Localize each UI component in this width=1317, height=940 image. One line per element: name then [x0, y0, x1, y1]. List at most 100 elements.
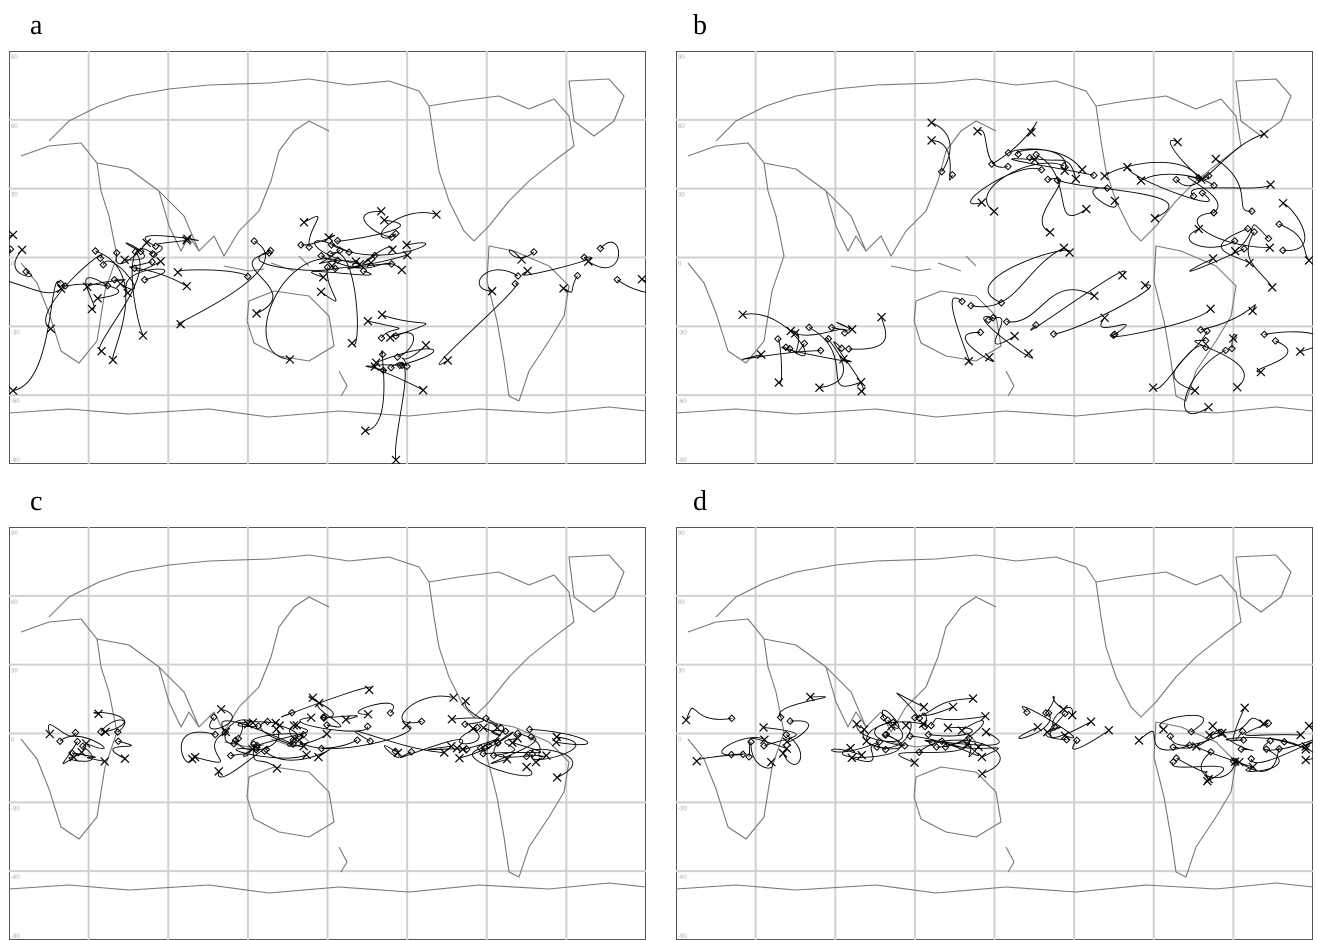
start-diamond-marker — [1210, 181, 1218, 190]
trajectory-path — [1234, 224, 1269, 252]
start-diamond-marker — [786, 717, 795, 725]
end-x-marker — [1059, 243, 1069, 253]
trajectory-path — [525, 748, 574, 778]
end-x-marker — [1245, 258, 1254, 268]
start-diamond-marker — [476, 744, 485, 752]
start-diamond-marker — [9, 245, 15, 254]
start-diamond-marker — [417, 717, 426, 726]
start-diamond-marker — [921, 722, 929, 731]
latitude-tick-label: 30 — [678, 669, 685, 675]
end-x-marker — [364, 685, 374, 695]
end-x-marker — [120, 754, 130, 764]
end-x-marker — [452, 743, 462, 753]
start-diamond-marker — [333, 236, 342, 245]
end-x-marker — [9, 230, 18, 240]
latitude-tick-label: 90 — [11, 55, 18, 61]
start-diamond-marker — [209, 713, 218, 722]
trajectory-path — [383, 745, 400, 758]
end-x-marker — [1042, 727, 1052, 737]
end-x-marker — [292, 720, 302, 730]
trajectory-path — [483, 742, 542, 755]
start-diamond-marker — [61, 282, 70, 290]
end-x-marker — [1211, 154, 1221, 164]
trajectory-path — [459, 727, 480, 745]
end-x-marker — [432, 210, 441, 219]
trajectory-path — [209, 708, 233, 730]
start-diamond-marker — [844, 345, 853, 353]
trajectory-path — [1030, 270, 1126, 331]
start-diamond-marker — [881, 745, 890, 754]
start-diamond-marker — [501, 727, 510, 736]
start-diamond-marker — [289, 740, 298, 748]
trajectory-path — [1173, 330, 1208, 392]
coastline-path — [20, 142, 118, 364]
end-x-marker — [1259, 129, 1269, 139]
start-diamond-marker — [243, 272, 252, 281]
end-x-marker — [977, 769, 987, 779]
start-diamond-marker — [289, 736, 298, 744]
coastline-path — [1235, 554, 1292, 613]
end-x-marker — [541, 751, 551, 761]
start-diamond-marker — [967, 301, 975, 310]
start-diamond-marker — [824, 334, 833, 343]
start-diamond-marker — [1169, 743, 1178, 752]
start-diamond-marker — [840, 328, 849, 337]
trajectory-markers — [738, 118, 1313, 412]
end-x-marker — [449, 693, 459, 703]
end-x-marker — [1208, 721, 1218, 731]
end-x-marker — [1256, 367, 1266, 377]
end-x-marker — [100, 756, 110, 766]
end-x-marker — [531, 757, 541, 767]
trajectory-path — [1282, 202, 1306, 251]
start-diamond-marker — [91, 247, 100, 255]
trajectory-path — [329, 251, 358, 346]
trajectory-path — [401, 344, 427, 367]
start-diamond-marker — [906, 732, 915, 741]
coastline-path — [428, 571, 575, 718]
start-diamond-marker — [379, 366, 388, 375]
trajectory-path — [400, 739, 464, 759]
trajectory-path — [311, 270, 372, 278]
end-x-marker — [1230, 246, 1240, 256]
start-diamond-marker — [99, 260, 108, 269]
map-d-svg: 90 60 30 0 -30 -60 -90 — [676, 527, 1313, 940]
start-diamond-marker — [1262, 745, 1271, 754]
trajectory-path — [521, 256, 592, 276]
start-diamond-marker — [958, 297, 967, 306]
end-x-marker — [324, 233, 334, 242]
trajectory-path — [1250, 741, 1313, 764]
trajectory-path — [115, 242, 148, 265]
end-x-marker — [859, 724, 869, 734]
trajectory-path — [977, 129, 1009, 168]
start-diamond-marker — [573, 271, 582, 280]
start-diamond-marker — [1264, 234, 1273, 243]
start-diamond-marker — [727, 714, 736, 723]
start-diamond-marker — [805, 323, 813, 332]
end-x-marker — [782, 744, 792, 753]
end-x-marker — [790, 329, 800, 338]
start-diamond-marker — [613, 275, 622, 284]
trajectory-path — [842, 733, 901, 758]
trajectory-path — [177, 240, 266, 326]
trajectory-path — [988, 317, 1015, 345]
start-diamond-marker — [745, 752, 753, 761]
end-x-marker — [943, 723, 953, 733]
coastline-path — [825, 190, 867, 252]
start-diamond-marker — [263, 717, 272, 726]
trajectory-path — [1126, 166, 1210, 202]
end-x-marker — [977, 752, 987, 762]
trajectory-path — [317, 702, 342, 728]
end-x-marker — [1081, 204, 1091, 214]
end-x-marker — [299, 217, 309, 227]
start-diamond-marker — [1185, 741, 1194, 750]
trajectory-path — [371, 364, 424, 391]
start-diamond-marker — [461, 720, 469, 729]
trajectory-path — [493, 742, 543, 763]
map-b: 90 60 30 0 -30 -60 -90 — [676, 51, 1313, 464]
end-x-marker — [877, 312, 886, 322]
start-diamond-marker — [1032, 150, 1041, 159]
latitude-tick-label: 60 — [11, 124, 18, 130]
trajectory-path — [14, 249, 33, 277]
end-x-marker — [1010, 331, 1020, 341]
trajectory-path — [9, 280, 62, 294]
